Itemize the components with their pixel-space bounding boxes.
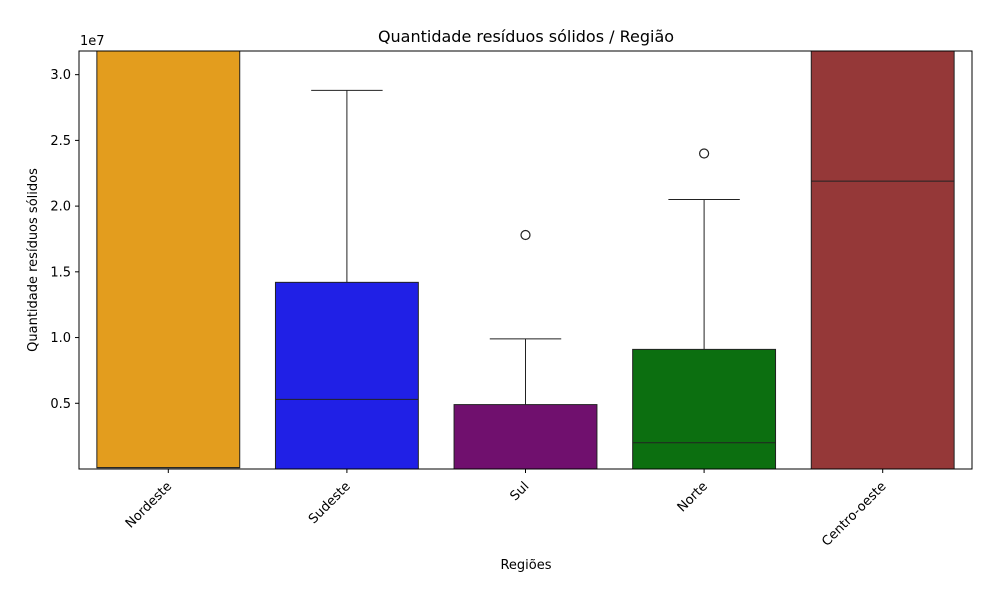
y-axis: 0.5 1.0 1.5 2.0 2.5 3.0 bbox=[50, 68, 79, 412]
y-tick-label-4: 2.5 bbox=[50, 134, 71, 149]
x-axis: Nordeste Sudeste Sul Norte Centro-oeste bbox=[123, 469, 890, 550]
box-sul bbox=[453, 404, 598, 469]
box-nordeste bbox=[96, 51, 241, 469]
chart-title: Quantidade resíduos sólidos / Região bbox=[378, 27, 674, 46]
outlier-norte-0 bbox=[698, 148, 710, 159]
plot-area bbox=[96, 51, 955, 469]
x-tick-label-nordeste: Nordeste bbox=[123, 479, 175, 531]
y-tick-label-1: 1.0 bbox=[50, 331, 71, 346]
x-tick-label-centro-oeste: Centro-oeste bbox=[819, 479, 889, 549]
box-norte bbox=[632, 348, 777, 469]
y-tick-label-5: 3.0 bbox=[50, 68, 71, 83]
y-axis-label: Quantidade resíduos sólidos bbox=[26, 168, 41, 352]
x-tick-label-norte: Norte bbox=[675, 479, 711, 515]
outlier-sul-0 bbox=[520, 229, 531, 241]
x-axis-label: Regiões bbox=[500, 558, 551, 573]
y-offset-label: 1e7 bbox=[80, 34, 105, 49]
box-centro-oeste bbox=[810, 51, 955, 469]
y-tick-label-2: 1.5 bbox=[50, 265, 71, 280]
y-tick-label-0: 0.5 bbox=[50, 397, 71, 412]
y-tick-label-3: 2.0 bbox=[50, 200, 71, 215]
x-tick-label-sudeste: Sudeste bbox=[306, 479, 354, 527]
box-sudeste bbox=[274, 281, 419, 469]
x-tick-label-sul: Sul bbox=[508, 479, 533, 504]
